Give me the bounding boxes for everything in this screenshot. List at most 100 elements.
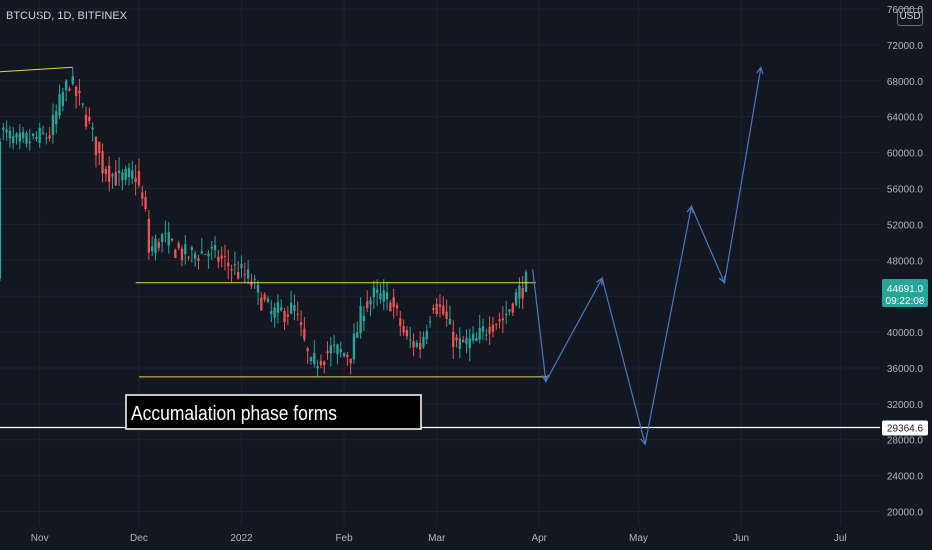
candle-body	[491, 325, 495, 332]
candle-body	[422, 336, 425, 348]
candle-body	[518, 285, 521, 299]
level-price-label: 29364.6	[887, 423, 924, 434]
candle-body	[452, 331, 455, 347]
candle-body	[372, 287, 375, 298]
candle-body	[137, 170, 141, 186]
candle-body	[313, 353, 316, 364]
candle-body	[197, 258, 200, 261]
candle-body	[409, 339, 412, 341]
candle-body	[41, 132, 45, 134]
candle-body	[31, 133, 35, 136]
candle-body	[369, 300, 372, 305]
candle-body	[144, 197, 147, 210]
trend-lines	[0, 66, 880, 429]
candle-body	[200, 251, 203, 254]
candle-body	[352, 333, 356, 360]
candle-body	[65, 80, 68, 91]
candle-body	[270, 311, 273, 315]
candle-body	[329, 345, 332, 354]
candle-body	[12, 136, 15, 144]
candle-body	[78, 90, 81, 94]
candle-body	[280, 307, 283, 311]
candle-body	[117, 170, 121, 173]
y-tick-label: 72000.0	[887, 41, 924, 52]
candle-body	[402, 326, 405, 333]
candle-body	[501, 318, 505, 321]
candle-body	[253, 279, 256, 281]
candle-body	[481, 326, 485, 332]
candle-body	[58, 94, 61, 116]
candle-body	[18, 132, 22, 142]
candle-body	[246, 269, 250, 279]
candle-body	[309, 357, 313, 362]
candle-body	[362, 316, 366, 321]
candle-body	[240, 264, 243, 269]
candle-body	[263, 294, 266, 300]
candle-body	[283, 310, 286, 323]
candle-body	[389, 302, 392, 312]
y-tick-label: 20000.0	[887, 508, 924, 519]
candle-body	[316, 366, 319, 369]
candle-body	[190, 247, 194, 251]
candle-body	[375, 289, 379, 293]
current-price-label: 44691.0	[887, 284, 924, 295]
y-tick-label: 56000.0	[887, 184, 924, 195]
candle-body	[319, 360, 323, 366]
candle-body	[306, 348, 309, 352]
candle-body	[435, 303, 438, 314]
candle-body	[415, 342, 418, 347]
candle-body	[167, 232, 170, 246]
candle-body	[121, 172, 124, 181]
candle-body	[180, 248, 184, 261]
candle-body	[286, 314, 289, 317]
x-tick-label: Mar	[428, 533, 446, 544]
candle-body	[488, 326, 491, 334]
candle-body	[177, 243, 180, 249]
candle-body	[227, 262, 230, 267]
price-axis: 76000.0 72000.0 68000.0 64000.0 60000.0 56000…	[887, 5, 924, 519]
candle-body	[25, 133, 28, 144]
candle-body	[511, 303, 514, 313]
y-tick-label: 36000.0	[887, 364, 924, 375]
annotation: Accumalation phase forms	[125, 394, 422, 430]
candle-body	[61, 92, 65, 106]
candle-body	[468, 338, 471, 349]
candle-body	[379, 293, 382, 300]
candle-body	[74, 86, 78, 97]
candle-body	[448, 318, 452, 325]
candle-body	[342, 353, 346, 357]
candle-body	[104, 169, 108, 175]
projection	[532, 65, 764, 446]
candle-body	[213, 244, 217, 251]
candle-body	[405, 330, 409, 337]
candle-body	[478, 328, 481, 340]
candle-body	[237, 272, 240, 279]
candle-body	[299, 322, 303, 326]
candle-body	[217, 256, 220, 262]
candle-body	[359, 305, 362, 333]
x-tick-label: Jun	[733, 533, 749, 544]
candle-body	[521, 288, 524, 299]
projection-arrowhead	[718, 275, 726, 284]
candle-body	[289, 302, 293, 314]
candle-body	[293, 305, 296, 312]
candle-body	[164, 232, 167, 234]
candle-body	[35, 136, 38, 140]
candle-body	[438, 304, 442, 308]
candle-body	[223, 256, 227, 258]
candle-body	[276, 302, 280, 313]
chart-header: BTCUSD, 1D, BITFINEX	[6, 10, 128, 22]
x-tick-label: May	[629, 533, 648, 544]
candle-body	[0, 141, 2, 279]
countdown-label: 09:22:08	[886, 296, 925, 307]
candle-body	[395, 305, 399, 309]
currency-badge[interactable]: USD	[897, 8, 923, 26]
candle-body	[170, 238, 174, 241]
candle-body	[5, 129, 8, 133]
candle-body	[48, 135, 51, 139]
candle-body	[475, 337, 478, 342]
candle-body	[131, 170, 134, 179]
candle-body	[88, 116, 91, 121]
candle-body	[84, 114, 88, 127]
